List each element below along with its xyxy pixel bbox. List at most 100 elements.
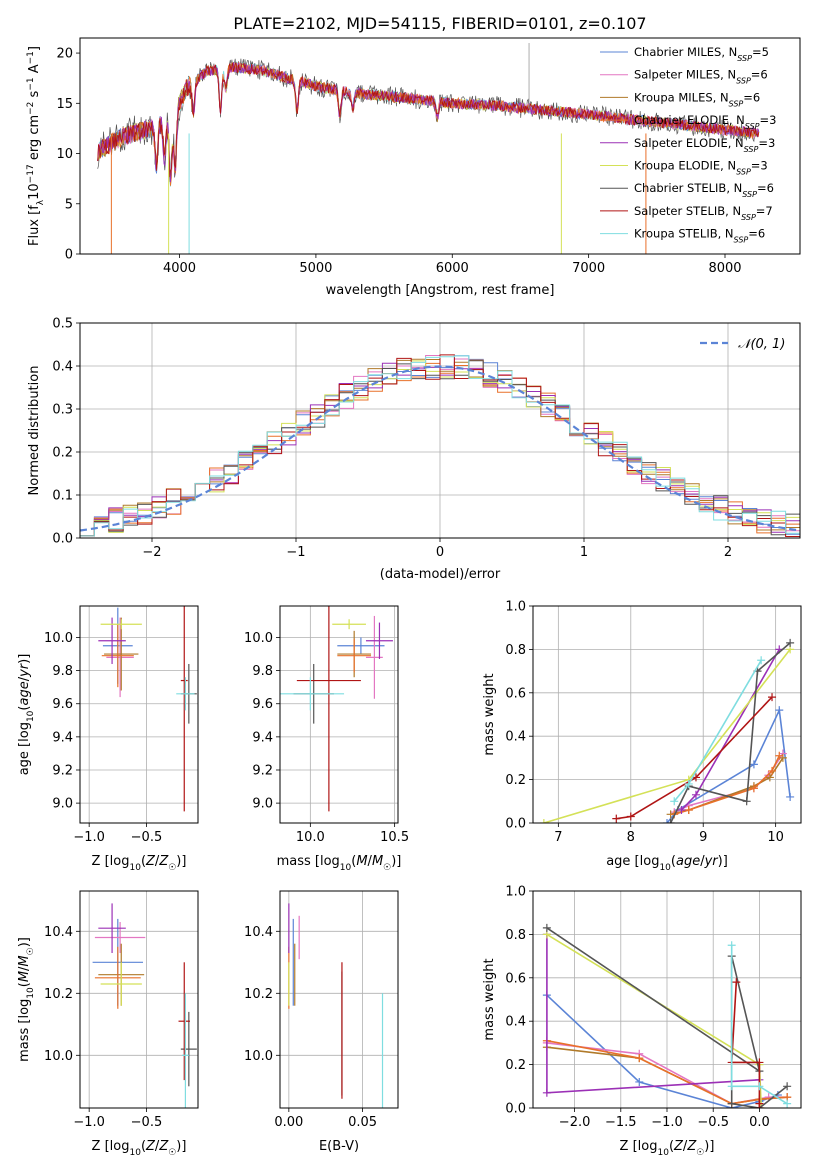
weight-marker bbox=[727, 941, 736, 950]
errorbar-point-salpeter-stelib bbox=[296, 606, 361, 812]
y-axis-label-part: ( bbox=[17, 706, 32, 711]
x-axis-label-part: age bbox=[676, 854, 700, 869]
errorbar-point-salpeter-stelib bbox=[178, 962, 190, 1081]
y-tick-label: 9.8 bbox=[52, 664, 73, 679]
errorbar-point-kroupa-stelib bbox=[176, 677, 195, 711]
y-axis-label-part: ( bbox=[17, 982, 32, 987]
y-tick-label: 9.2 bbox=[52, 763, 73, 778]
weight-marker bbox=[749, 784, 758, 793]
y-axis-label-part: / bbox=[17, 966, 32, 971]
y-tick-label: 9.6 bbox=[252, 697, 273, 712]
errorbar-point-salpeter-elodie bbox=[98, 617, 126, 664]
legend-text: Kroupa STELIB, N bbox=[634, 227, 734, 241]
axes-frame bbox=[532, 605, 802, 824]
legend-sub: SSP bbox=[736, 167, 751, 176]
plot-area bbox=[280, 891, 398, 1108]
legend-tail: =6 bbox=[743, 90, 760, 104]
y-tick-label: 9.4 bbox=[252, 730, 273, 745]
y-tick-label: 1.0 bbox=[505, 600, 526, 615]
x-tick-label: 5000 bbox=[299, 261, 332, 276]
x-axis-label-part: 10 bbox=[129, 1148, 141, 1158]
axes-frame bbox=[79, 890, 199, 1109]
legend-label: Salpeter MILES, NSSP=6 bbox=[634, 68, 768, 86]
x-tick-label: 2 bbox=[724, 545, 732, 560]
y-axis-label-part: age [log bbox=[17, 722, 32, 775]
y-axis-label-part: M bbox=[17, 971, 32, 982]
axes-frame bbox=[532, 890, 802, 1109]
x-axis-label-part: )] bbox=[176, 854, 186, 869]
legend-tail: =3 bbox=[751, 159, 768, 173]
y-axis-label-part: λ bbox=[36, 199, 46, 205]
x-axis-label-part: / bbox=[155, 854, 160, 869]
weight-marker bbox=[727, 1099, 736, 1108]
errorbar-point-chabrier-stelib bbox=[180, 1011, 197, 1087]
legend-tail: =6 bbox=[748, 227, 765, 241]
y-axis-label-part: Flux [ bbox=[27, 210, 42, 246]
errorbar-point-kroupa-miles bbox=[104, 617, 139, 691]
errorbar-point-chabrier-miles bbox=[337, 637, 385, 655]
x-axis-label-part: Z bbox=[145, 1139, 156, 1154]
errorbar-point-kroupa-stelib bbox=[181, 993, 189, 1108]
weight-marker bbox=[786, 792, 795, 801]
weight-marker bbox=[775, 706, 784, 715]
x-axis-label-part: )] bbox=[176, 1139, 186, 1154]
weight-marker bbox=[765, 773, 774, 782]
y-tick-label: 10.0 bbox=[44, 1049, 73, 1064]
x-axis-label-part: Z bbox=[145, 854, 156, 869]
legend-label: Chabrier ELODIE, NSSP=3 bbox=[634, 113, 776, 131]
x-tick-label: 8000 bbox=[708, 261, 741, 276]
weight-marker bbox=[542, 1088, 551, 1097]
legend-label-normal: 𝒩(0, 1) bbox=[738, 337, 785, 352]
legend-sub: SSP bbox=[737, 54, 752, 63]
y-axis-label: Normed distribution bbox=[27, 366, 42, 496]
weight-line bbox=[680, 649, 780, 811]
weight-marker bbox=[768, 766, 777, 775]
panel-age-vs-Z: −1.0 −0.59.09.29.49.69.810.0Z [log10(Z/Z☉… bbox=[17, 605, 199, 873]
y-axis-label: age [log10(age/yr)] bbox=[17, 654, 36, 776]
x-tick-label: −0.5 bbox=[697, 1115, 729, 1130]
x-axis-label-part: 10 bbox=[657, 1148, 669, 1158]
x-axis-label-part: ☉ bbox=[696, 1148, 704, 1158]
x-axis-label-part: ☉ bbox=[383, 863, 391, 873]
legend-label: Kroupa ELODIE, NSSP=3 bbox=[634, 159, 768, 177]
weight-series-chabrier-elodie bbox=[670, 751, 784, 819]
x-tick-label: 9 bbox=[699, 830, 707, 845]
x-axis-label-part: / bbox=[700, 854, 705, 869]
y-tick-label: 15 bbox=[56, 97, 73, 112]
x-axis-label: Z [log10(Z/Z☉)] bbox=[92, 1139, 187, 1158]
weight-marker bbox=[691, 790, 700, 799]
y-tick-label: 10.0 bbox=[244, 1049, 273, 1064]
legend-tail: =3 bbox=[760, 113, 777, 127]
x-tick-label: 0.00 bbox=[274, 1115, 303, 1130]
y-tick-label: 20 bbox=[56, 47, 73, 62]
weight-marker bbox=[755, 1104, 764, 1108]
weight-line bbox=[730, 945, 788, 1105]
plot-area bbox=[533, 891, 801, 1108]
axes-frame bbox=[279, 890, 399, 1109]
y-tick-label: 0.2 bbox=[505, 773, 526, 788]
errorbar-point-salpeter-miles bbox=[365, 615, 383, 699]
weight-marker bbox=[542, 923, 551, 932]
x-axis-label-part: ☉ bbox=[168, 863, 176, 873]
y-tick-label: 0.2 bbox=[505, 1058, 526, 1073]
y-tick-label: 0.4 bbox=[52, 360, 73, 375]
x-axis-label-part: ( bbox=[141, 1139, 146, 1154]
weight-marker bbox=[663, 819, 671, 823]
x-axis-label-part: )] bbox=[718, 854, 728, 869]
errorbar-point-kroupa-elodie bbox=[100, 962, 142, 1006]
panel-residuals: −2 −1 0 1 2 0.0 0.1 0.2 0.3 0.4 0.5 𝒩(0, 1) (data-mo… bbox=[27, 317, 801, 582]
x-axis-label-part: yr bbox=[704, 854, 720, 869]
y-axis-label-part: −1 bbox=[26, 77, 36, 90]
y-tick-label: 0.6 bbox=[505, 686, 526, 701]
weight-marker bbox=[732, 978, 741, 987]
x-tick-label: −2 bbox=[142, 545, 161, 560]
y-tick-label: 0.6 bbox=[505, 971, 526, 986]
weight-marker bbox=[727, 1082, 736, 1091]
y-tick-label: 0 bbox=[65, 248, 73, 263]
y-tick-label: 10.4 bbox=[44, 925, 73, 940]
x-tick-label: 7000 bbox=[572, 261, 605, 276]
x-axis-label-part: M bbox=[372, 854, 383, 869]
normal-pdf-curve bbox=[80, 365, 800, 532]
weight-series-salpeter-elodie bbox=[542, 930, 764, 1097]
